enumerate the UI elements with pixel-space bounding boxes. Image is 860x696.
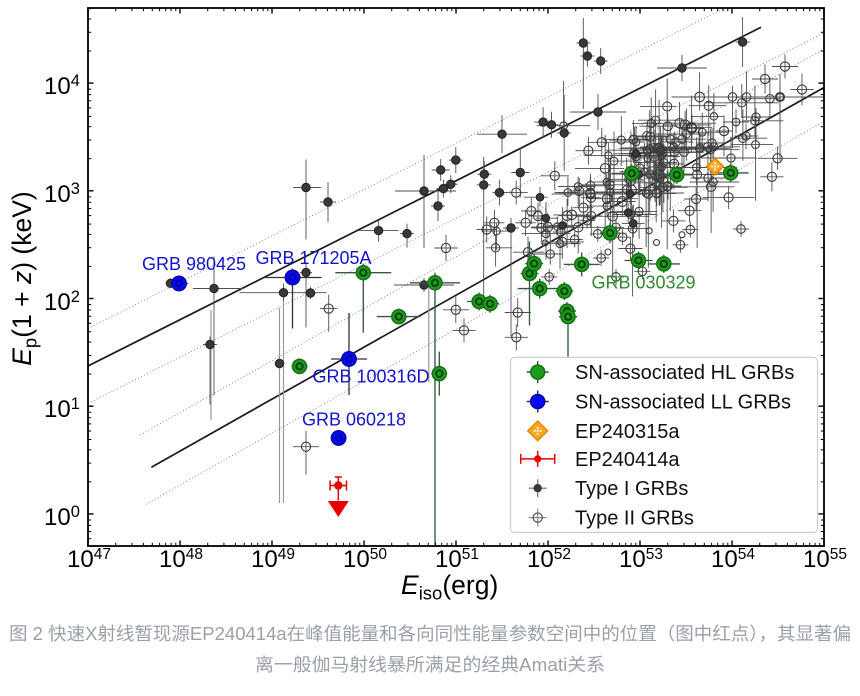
svg-text:GRB 030329: GRB 030329 (591, 273, 695, 293)
svg-text:GRB 171205A: GRB 171205A (255, 248, 371, 268)
svg-text:Type II GRBs: Type II GRBs (575, 508, 694, 530)
svg-text:1047: 1047 (67, 546, 111, 573)
svg-text:EP240414a: EP240414a (575, 449, 680, 471)
svg-text:Ep(1 + z) (keV): Ep(1 + z) (keV) (7, 191, 41, 366)
svg-text:SN-associated HL GRBs: SN-associated HL GRBs (575, 362, 794, 384)
svg-text:图 2 快速X射线暂现源EP240414a在峰值能量和各向同: 图 2 快速X射线暂现源EP240414a在峰值能量和各向同性能量参数空间中的位… (9, 624, 851, 644)
svg-text:Type I GRBs: Type I GRBs (575, 478, 688, 500)
svg-text:GRB 980425: GRB 980425 (142, 254, 246, 274)
svg-text:1050: 1050 (343, 546, 387, 573)
svg-text:Eiso(erg): Eiso(erg) (401, 570, 498, 604)
svg-text:EP240315a: EP240315a (575, 421, 680, 443)
svg-text:GRB 100316D: GRB 100316D (312, 367, 429, 387)
svg-text:102: 102 (44, 288, 80, 316)
svg-text:SN-associated LL GRBs: SN-associated LL GRBs (575, 392, 791, 414)
svg-text:GRB 060218: GRB 060218 (302, 410, 406, 430)
svg-text:离一般伽马射线暴所满足的经典Amati关系: 离一般伽马射线暴所满足的经典Amati关系 (255, 655, 605, 675)
svg-text:104: 104 (44, 72, 80, 100)
